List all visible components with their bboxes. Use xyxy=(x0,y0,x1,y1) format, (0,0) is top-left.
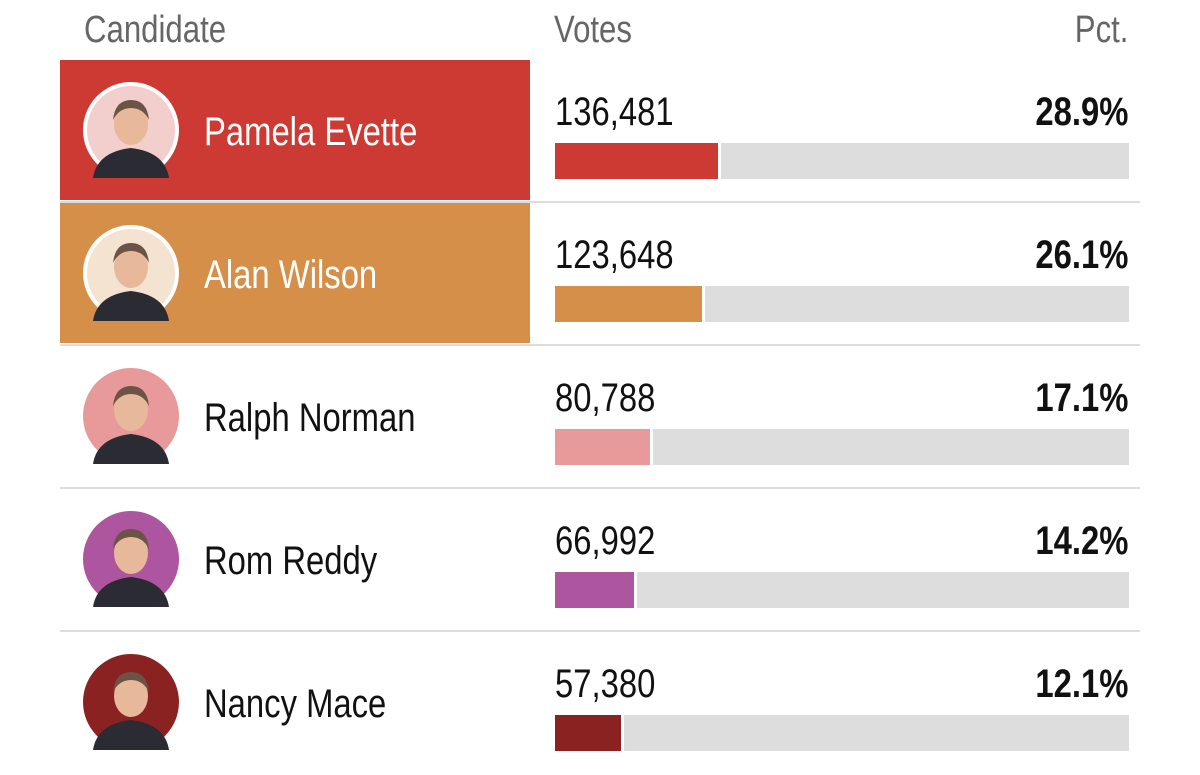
photo-hair xyxy=(113,100,149,120)
votes-text: 57,380 xyxy=(555,662,656,706)
candidate-name: Ralph Norman xyxy=(204,394,462,442)
votes-text: 80,788 xyxy=(555,376,656,420)
candidate-name: Nancy Mace xyxy=(204,680,426,728)
name-text: Pamela Evette xyxy=(204,110,418,154)
candidate-row: Pamela Evette 136,481 28.9% xyxy=(0,60,1200,203)
candidate-photo xyxy=(83,368,179,464)
photo-face xyxy=(114,103,148,145)
bar-track xyxy=(555,572,1129,608)
row-separator xyxy=(60,487,1140,489)
bar-track xyxy=(555,143,1129,179)
vote-pct: 28.9% xyxy=(1015,88,1128,136)
photo-hair xyxy=(113,672,149,692)
name-text: Nancy Mace xyxy=(204,682,387,726)
candidate-photo xyxy=(83,82,179,178)
pct-text: 17.1% xyxy=(1034,376,1128,420)
photo-body xyxy=(93,577,169,607)
photo-hair xyxy=(113,386,149,406)
photo-body xyxy=(93,291,169,321)
candidate-row: Ralph Norman 80,788 17.1% xyxy=(0,346,1200,489)
vote-count: 136,481 xyxy=(555,88,700,136)
votes-header: Votes xyxy=(554,8,649,52)
bar-track xyxy=(555,715,1129,751)
vote-count: 66,992 xyxy=(555,517,677,565)
pct-bar xyxy=(555,715,625,751)
vote-count: 123,648 xyxy=(555,231,700,279)
pct-text: 28.9% xyxy=(1034,90,1128,134)
photo-body xyxy=(93,720,169,750)
candidate-row: Nancy Mace 57,380 12.1% xyxy=(0,632,1200,775)
results-page: Candidate Votes Pct. Pamela Evette 136,48… xyxy=(0,8,1200,751)
row-separator xyxy=(60,630,1140,632)
header-text: Votes xyxy=(554,9,632,51)
pct-header: Pct. xyxy=(1063,8,1128,52)
bar-track xyxy=(555,429,1129,465)
vote-pct: 17.1% xyxy=(1015,374,1128,422)
header-text: Pct. xyxy=(1074,9,1128,51)
photo-hair xyxy=(113,529,149,549)
pct-bar xyxy=(555,572,637,608)
pct-text: 14.2% xyxy=(1034,519,1128,563)
bar-track xyxy=(555,286,1129,322)
pct-bar xyxy=(555,429,654,465)
photo-hair xyxy=(113,243,149,263)
photo-body xyxy=(93,434,169,464)
name-text: Alan Wilson xyxy=(204,253,378,297)
candidate-photo xyxy=(83,225,179,321)
candidate-name: Alan Wilson xyxy=(204,251,415,299)
photo-face xyxy=(114,532,148,574)
pct-bar xyxy=(555,286,705,322)
vote-pct: 26.1% xyxy=(1015,231,1128,279)
vote-pct: 12.1% xyxy=(1015,660,1128,708)
vote-pct: 14.2% xyxy=(1015,517,1128,565)
votes-text: 123,648 xyxy=(555,233,674,277)
photo-face xyxy=(114,246,148,288)
candidate-photo xyxy=(83,654,179,750)
candidate-header: Candidate xyxy=(84,8,257,52)
photo-face xyxy=(114,675,148,717)
vote-count: 80,788 xyxy=(555,374,677,422)
row-separator xyxy=(60,201,1140,203)
pct-bar xyxy=(555,143,721,179)
photo-body xyxy=(93,148,169,178)
candidate-name: Rom Reddy xyxy=(204,537,415,585)
candidate-row: Rom Reddy 66,992 14.2% xyxy=(0,489,1200,632)
row-separator xyxy=(60,344,1140,346)
votes-text: 66,992 xyxy=(555,519,656,563)
name-text: Rom Reddy xyxy=(204,539,378,583)
candidate-photo xyxy=(83,511,179,607)
candidate-name: Pamela Evette xyxy=(204,108,464,156)
photo-face xyxy=(114,389,148,431)
candidate-row: Alan Wilson 123,648 26.1% xyxy=(0,203,1200,346)
pct-text: 12.1% xyxy=(1034,662,1128,706)
pct-text: 26.1% xyxy=(1034,233,1128,277)
vote-count: 57,380 xyxy=(555,660,677,708)
header-text: Candidate xyxy=(84,9,227,51)
name-text: Ralph Norman xyxy=(204,396,416,440)
votes-text: 136,481 xyxy=(555,90,674,134)
